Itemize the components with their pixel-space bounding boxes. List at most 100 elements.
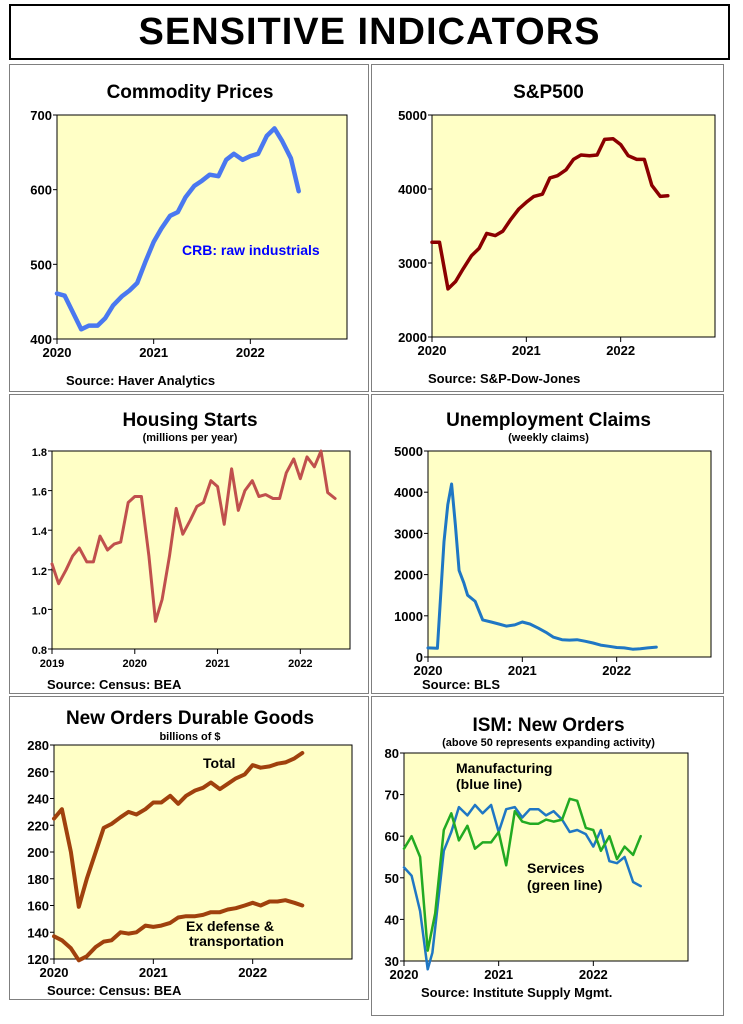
series-line-services	[402, 797, 642, 952]
chart-subtitle: billions of $	[159, 731, 220, 743]
x-tick-label: 2022	[579, 967, 608, 982]
x-tick-label: 2020	[390, 967, 419, 982]
y-tick-label: 700	[30, 108, 52, 123]
y-tick-label: 3000	[398, 256, 427, 271]
y-tick-label: 1.6	[32, 487, 47, 499]
source-note: Source: S&P-Dow-Jones	[428, 371, 580, 386]
y-tick-label: 5000	[394, 444, 423, 459]
chart-subtitle: (millions per year)	[143, 432, 238, 444]
source-note: Source: Census: BEA	[47, 677, 182, 692]
panel-housing-starts: Housing Starts (millions per year) 1.8 1.6 1…	[9, 394, 369, 694]
annotation-label: Total	[203, 755, 235, 771]
x-tick-label: 2021	[139, 965, 168, 980]
y-tick-label: 280	[27, 738, 49, 753]
source-note: Source: Institute Supply Mgmt.	[421, 985, 612, 1000]
annotation-label: (green line)	[527, 877, 602, 893]
y-tick-label: 60	[385, 829, 399, 844]
chart-housing-starts: Housing Starts(millions per year) 1.8 1.6 1…	[32, 410, 351, 692]
y-tick-label: 50	[385, 871, 399, 886]
x-tick-label: 2021	[205, 658, 229, 670]
y-tick-label: 3000	[394, 526, 423, 541]
y-tick-label: 180	[27, 872, 49, 887]
chart-title: Commodity Prices	[107, 82, 274, 103]
y-tick-label: 1.2	[32, 566, 47, 578]
x-tick-label: 2022	[606, 343, 635, 358]
x-tick-label: 2020	[40, 965, 69, 980]
y-tick-label: 40	[385, 912, 399, 927]
source-note: Source: BLS	[422, 677, 500, 692]
panel-commodity-prices: Commodity Prices 700 600 500 400 2020 2021 2022…	[9, 64, 369, 392]
plot-area	[51, 450, 351, 650]
y-tick-label: 80	[385, 746, 399, 761]
chart-subtitle: (weekly claims)	[508, 432, 589, 444]
x-tick-label: 2022	[602, 663, 631, 678]
series-line-crb-raw-industrials	[54, 126, 301, 332]
chart-title: New Orders Durable Goods	[66, 708, 314, 729]
x-tick-label: 2019	[40, 658, 64, 670]
x-tick-label: 2022	[238, 965, 267, 980]
x-tick-label: 2022	[236, 345, 265, 360]
x-tick-label: 2020	[418, 343, 447, 358]
source-note: Source: Census: BEA	[47, 983, 182, 998]
panel-unemployment-claims: Unemployment Claims (weekly claims) 5000 40…	[371, 394, 724, 694]
chart-ism-new-orders: ISM: New Orders(above 50 represents expa…	[385, 715, 689, 1000]
x-tick-label: 2020	[123, 658, 147, 670]
y-tick-label: 30	[385, 954, 399, 969]
x-tick-label: 2020	[414, 663, 443, 678]
chart-title: Unemployment Claims	[446, 410, 651, 431]
chart-title: Housing Starts	[122, 410, 257, 431]
panel-durable-goods: New Orders Durable Goods billions of $ 280…	[9, 696, 369, 1000]
y-tick-label: 2000	[394, 568, 423, 583]
y-tick-label: 240	[27, 792, 49, 807]
plot-area	[431, 114, 716, 338]
y-tick-label: 0	[416, 650, 423, 665]
annotation-label: Services	[527, 860, 585, 876]
y-tick-label: 160	[27, 899, 49, 914]
y-tick-label: 2000	[398, 330, 427, 345]
panel-ism-new-orders: ISM: New Orders (above 50 represents expa…	[371, 696, 724, 1016]
x-tick-label: 2022	[288, 658, 312, 670]
x-tick-label: 2021	[508, 663, 537, 678]
series-line-line-0	[50, 449, 337, 623]
series-line-line-0	[430, 136, 670, 291]
source-note: Source: Haver Analytics	[66, 373, 215, 388]
annotation-label: CRB: raw industrials	[182, 242, 320, 258]
x-tick-label: 2021	[139, 345, 168, 360]
y-tick-label: 140	[27, 925, 49, 940]
annotation-label: Ex defense &	[186, 918, 274, 934]
series-line-manufacturing	[402, 803, 642, 971]
y-tick-label: 220	[27, 818, 49, 833]
y-tick-label: 4000	[394, 485, 423, 500]
series-line-line-0	[426, 482, 658, 651]
y-tick-label: 400	[30, 332, 52, 347]
annotation-label: transportation	[189, 933, 284, 949]
page-header: SENSITIVE INDICATORS	[9, 4, 730, 60]
series-line-ex-defense-transportation	[52, 898, 305, 963]
y-tick-label: 5000	[398, 108, 427, 123]
annotation-label: (blue line)	[456, 776, 522, 792]
series-line-total	[52, 751, 305, 909]
y-tick-label: 70	[385, 788, 399, 803]
chart-title: S&P500	[513, 82, 584, 103]
y-tick-label: 260	[27, 765, 49, 780]
plot-area	[53, 744, 353, 960]
chart-title: ISM: New Orders	[472, 715, 624, 736]
y-tick-label: 4000	[398, 182, 427, 197]
page-title: SENSITIVE INDICATORS	[138, 10, 601, 53]
y-tick-label: 1.0	[32, 605, 47, 617]
y-tick-label: 1000	[394, 609, 423, 624]
annotation-label: Manufacturing	[456, 760, 552, 776]
y-tick-label: 120	[27, 952, 49, 967]
plot-area	[427, 450, 712, 658]
chart-unemployment-claims: Unemployment Claims(weekly claims) 5000 40…	[394, 410, 712, 692]
y-tick-label: 1.4	[32, 526, 48, 538]
y-tick-label: 0.8	[32, 645, 47, 657]
plot-area	[56, 114, 348, 340]
x-tick-label: 2020	[43, 345, 72, 360]
y-tick-label: 500	[30, 257, 52, 272]
x-tick-label: 2021	[484, 967, 513, 982]
y-tick-label: 1.8	[32, 447, 47, 459]
plot-area	[403, 752, 689, 962]
